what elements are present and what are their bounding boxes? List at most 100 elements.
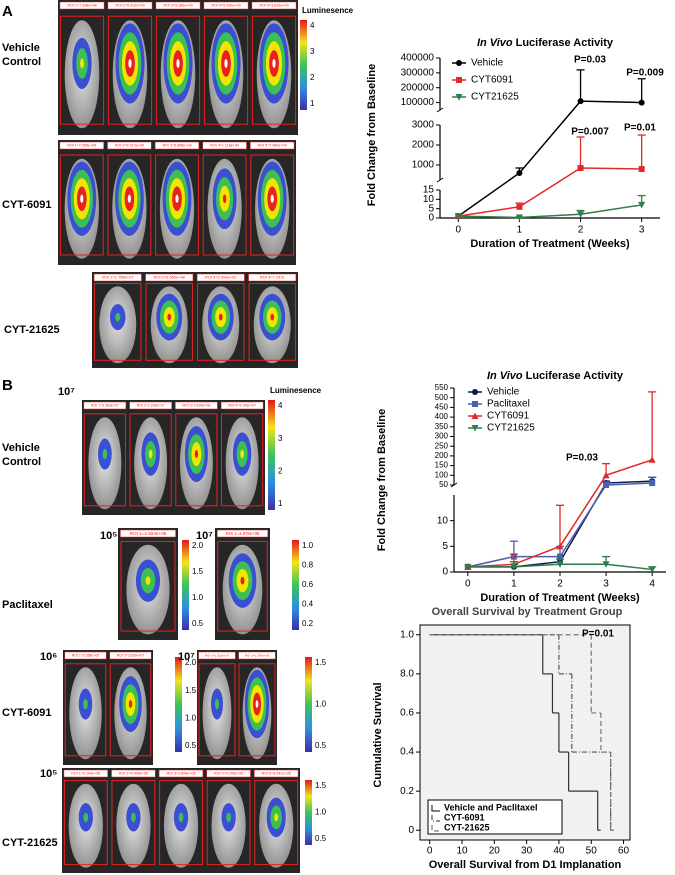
roi-label: ROI 1=5.358e+05 — [72, 654, 100, 658]
marker — [516, 203, 523, 210]
roi-box — [250, 154, 295, 256]
roi-label: ROI 3=2.639e+08 — [182, 404, 210, 408]
roi-tag — [216, 529, 269, 538]
marker — [456, 77, 462, 83]
colorbar-tick: 2.0 — [192, 541, 204, 550]
roi-label: ROI 2=3.663e+07 — [117, 654, 145, 658]
roi-label: ROI 4=7.257e — [260, 275, 286, 280]
legend-label: CYT-21625 — [444, 822, 490, 832]
roi-label: ROI 3=3.806e+05 — [166, 772, 195, 776]
signal — [222, 194, 227, 204]
legend-label: Paclitaxel — [487, 399, 530, 410]
y-tick-label: 200 — [435, 451, 449, 460]
roi-tag — [64, 651, 107, 660]
roi-tag — [203, 1, 249, 10]
colorbar-tick: 1.0 — [302, 541, 314, 550]
colorbar — [305, 657, 312, 752]
series-line — [458, 167, 642, 217]
signal — [176, 58, 180, 68]
x-tick-label: 0 — [465, 579, 471, 590]
roi-label: ROI 2=4.008e+05 — [119, 772, 148, 776]
roi-box — [120, 540, 176, 632]
signal — [224, 58, 228, 68]
legend-label: CYT-6091 — [444, 812, 485, 822]
y-tick-label: 0.4 — [400, 747, 414, 758]
roi-tag — [145, 273, 194, 282]
signal — [218, 313, 223, 321]
colorbar — [268, 400, 275, 510]
roi-label: ROI 4=5.930e+09 — [211, 4, 240, 8]
y-tick-label: 150 — [435, 461, 449, 470]
y-axis-label: Cumulative Survival — [372, 682, 384, 787]
row-label: Vehicle — [2, 442, 40, 454]
marker — [556, 542, 564, 550]
marker — [472, 389, 478, 395]
roi-label: ROI 3=5.286e+09 — [163, 4, 192, 8]
roi-label: ROI 4=4.205e+05 — [214, 772, 243, 776]
marker — [577, 211, 585, 218]
y-tick-label: 15 — [423, 185, 435, 196]
marker — [472, 401, 478, 407]
roi-label: ROI 1=7.958e+09 — [67, 144, 96, 148]
roi-label: ROI 2=5.412e+09 — [115, 4, 144, 8]
roi-box — [206, 780, 251, 866]
signal — [255, 700, 259, 708]
marker — [648, 566, 656, 573]
chart-title: Overall Survival by Treatment Group — [432, 606, 623, 618]
roi-box — [251, 15, 297, 125]
signal — [270, 313, 275, 321]
marker — [454, 213, 462, 220]
roi-box — [107, 154, 152, 256]
y-tick-label: 10 — [437, 515, 449, 526]
y-tick-label: 5 — [442, 541, 448, 552]
signal — [226, 812, 231, 823]
annotation: P=0.01 — [582, 629, 614, 640]
row-label: Control — [2, 456, 41, 468]
roi-tag — [129, 401, 172, 410]
colorbar-tick: 0.5 — [315, 834, 327, 843]
scale-label: 10⁶ — [40, 651, 57, 663]
colorbar — [300, 20, 307, 110]
colorbar-tick: 1.0 — [315, 808, 327, 817]
y-tick-label: 0 — [408, 825, 414, 836]
roi-box — [248, 283, 296, 361]
roi-label: ROI 1=1.758e+07 — [102, 275, 133, 280]
legend-label: CYT21625 — [487, 423, 535, 434]
roi-label: ROI 4=3.815e+09 — [259, 4, 288, 8]
annotation: P=0.01 — [624, 123, 656, 134]
roi-box — [145, 283, 193, 361]
x-axis-label: Overall Survival from D1 Implanation — [429, 859, 622, 871]
colorbar-tick: 3 — [310, 47, 315, 56]
y-tick-label: 3000 — [412, 120, 435, 131]
colorbar-tick: 1.0 — [185, 713, 197, 722]
colorbar-tick: 0.5 — [192, 619, 204, 628]
signal — [270, 194, 274, 203]
signal — [115, 312, 121, 322]
y-tick-label: 300 — [435, 432, 449, 441]
roi-tag — [158, 769, 204, 778]
colorbar-tick: 1.5 — [315, 781, 327, 790]
roi-box — [109, 663, 152, 757]
signal — [194, 450, 199, 459]
colorbar-tick: 2 — [278, 466, 283, 475]
scale-label: 10⁷ — [178, 651, 195, 663]
y-tick-label: 50 — [439, 480, 448, 489]
y-tick-label: 1.0 — [400, 629, 414, 640]
colorbar — [182, 540, 189, 630]
roi-tag — [155, 1, 201, 10]
roi-box — [63, 780, 108, 866]
marker — [649, 480, 656, 487]
colorbar — [305, 780, 312, 845]
roi-tag — [59, 141, 104, 150]
y-tick-label: 10 — [423, 194, 435, 205]
axis-break — [436, 177, 444, 183]
roi-box — [107, 15, 153, 125]
signal — [83, 812, 89, 823]
marker — [638, 166, 645, 172]
signal — [274, 813, 279, 822]
colorbar-tick: 0.5 — [185, 741, 197, 750]
roi-box — [59, 15, 105, 125]
row-label: CYT-21625 — [4, 324, 60, 336]
colorbar-tick: 4 — [278, 401, 283, 410]
marker — [638, 201, 646, 209]
